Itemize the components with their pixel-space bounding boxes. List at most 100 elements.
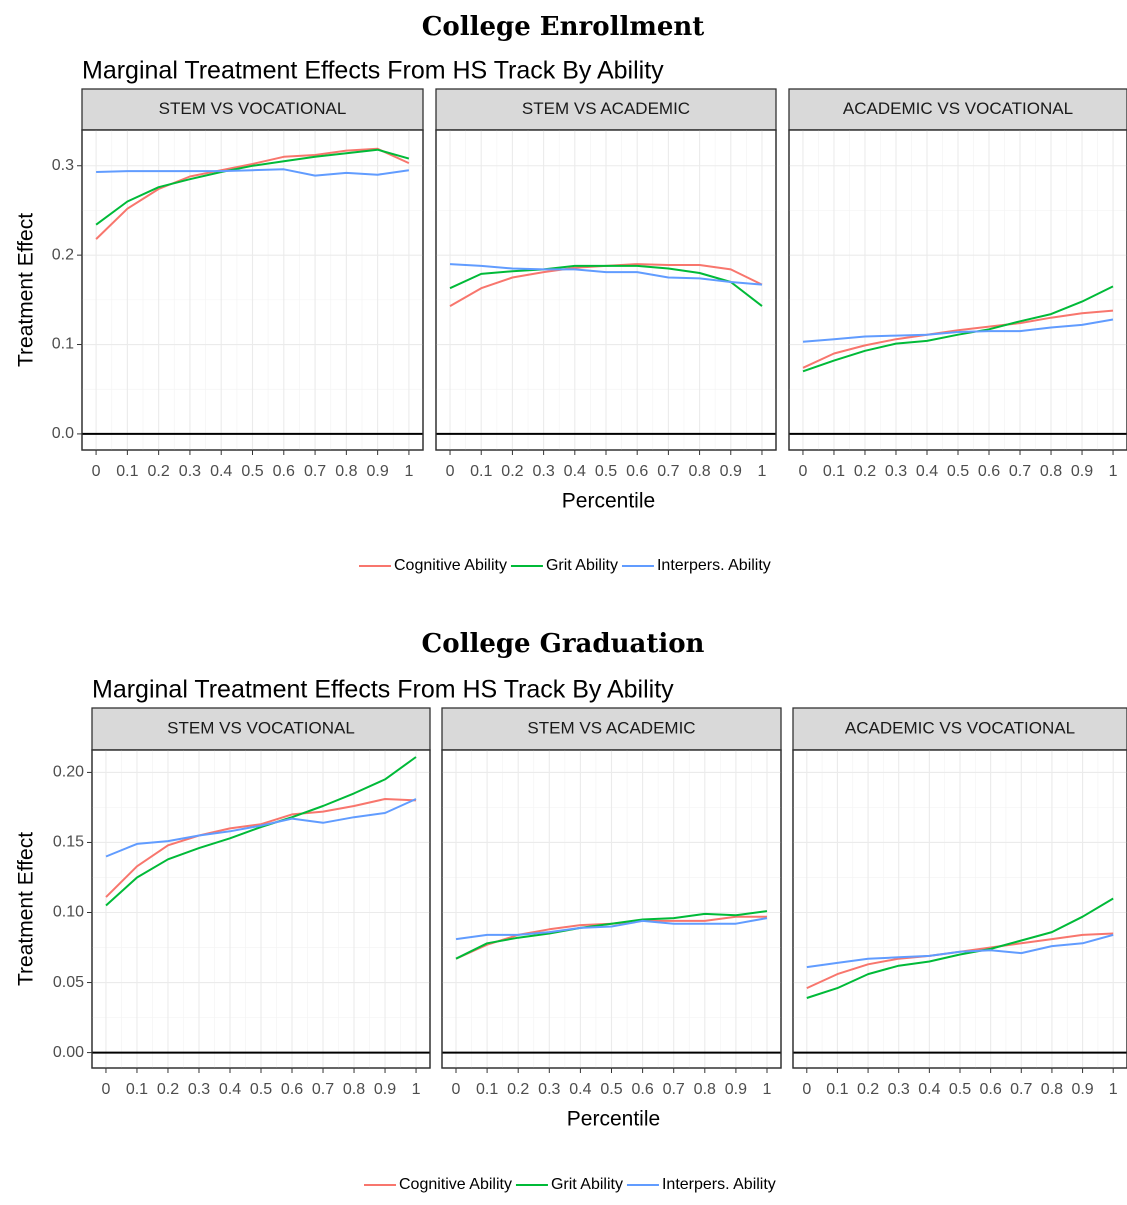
legend-label: Grit Ability	[546, 557, 618, 574]
chart-enrollment: College Enrollment Marginal Treatment Eff…	[15, 12, 1127, 574]
facet-panel: STEM VS VOCATIONAL 0 0.1 0.2 0.3 0.4 0.5 0.6 0.7…	[53, 707, 431, 1098]
legend-label: Interpers. Ability	[657, 557, 771, 574]
x-tick-label: 0.1	[126, 1081, 148, 1098]
x-tick-label: 1	[412, 1081, 421, 1098]
x-tick-label: 0	[92, 463, 101, 480]
x-tick-label: 0.8	[335, 463, 357, 480]
chart-subtitle: Marginal Treatment Effects From HS Track…	[82, 57, 664, 85]
x-tick-label: 0.7	[663, 1081, 685, 1098]
facet-panel: ACADEMIC VS VOCATIONAL 0 0.1 0.2 0.3 0.4 0.5 0.…	[788, 88, 1127, 480]
facet-panel: STEM VS ACADEMIC 0 0.1 0.2 0.3 0.4 0.5 0.6 0.7 0.…	[441, 707, 782, 1098]
x-tick-label: 0.6	[980, 1081, 1002, 1098]
facet-label: STEM VS VOCATIONAL	[167, 718, 355, 737]
facet-label: ACADEMIC VS VOCATIONAL	[843, 99, 1073, 118]
x-tick-label: 0.4	[210, 463, 232, 480]
legend-item: Cognitive Ability	[359, 557, 507, 574]
x-tick-label: 0.9	[720, 463, 742, 480]
x-tick-label: 0.2	[148, 463, 170, 480]
series-line-grit-ability	[802, 285, 1114, 373]
legend-label: Grit Ability	[551, 1176, 623, 1193]
chart-title: College Graduation	[422, 629, 705, 659]
x-tick-label: 0.3	[538, 1081, 560, 1098]
x-tick-label: 0.3	[885, 463, 907, 480]
facet-label: STEM VS VOCATIONAL	[159, 99, 347, 118]
legend-item: Cognitive Ability	[364, 1176, 512, 1193]
x-tick-label: 0.7	[1009, 463, 1031, 480]
x-tick-label: 0.1	[823, 463, 845, 480]
series-line-interpers-ability	[96, 168, 410, 177]
x-tick-label: 0.9	[374, 1081, 396, 1098]
facet-strip	[792, 707, 1127, 751]
x-tick-label: 0.2	[854, 463, 876, 480]
x-tick-label: 0.4	[916, 463, 938, 480]
x-tick-label: 0.5	[600, 1081, 622, 1098]
x-tick-label: 0.2	[857, 1081, 879, 1098]
x-tick-label: 0.1	[116, 463, 138, 480]
series-line-grit-ability	[105, 756, 417, 907]
x-tick-label: 0.7	[312, 1081, 334, 1098]
y-axis-title: Treatment Effect	[15, 213, 38, 367]
x-tick-label: 0.5	[241, 463, 263, 480]
x-tick-label: 0	[102, 1081, 111, 1098]
x-axis-title: Percentile	[567, 1108, 660, 1131]
legend: Cognitive Ability Grit Ability Interpers. …	[364, 1176, 776, 1193]
x-tick-label: 0.8	[1041, 1081, 1063, 1098]
x-tick-label: 0.4	[918, 1081, 940, 1098]
legend-item: Interpers. Ability	[626, 1176, 776, 1193]
facet-strip	[435, 88, 777, 131]
x-tick-label: 1	[763, 1081, 772, 1098]
x-tick-label: 0	[802, 1081, 811, 1098]
y-tick-label: 0.3	[52, 157, 74, 174]
x-tick-label: 0.8	[694, 1081, 716, 1098]
x-tick-label: 0.9	[1071, 1081, 1093, 1098]
legend-item: Grit Ability	[510, 557, 618, 574]
x-tick-label: 0.5	[595, 463, 617, 480]
x-tick-label: 0.2	[501, 463, 523, 480]
x-tick-label: 0.6	[978, 463, 1000, 480]
y-tick-label: 0.10	[53, 904, 84, 921]
y-tick-label: 0.00	[53, 1044, 84, 1061]
x-tick-label: 0.2	[507, 1081, 529, 1098]
chart-title: College Enrollment	[422, 12, 705, 42]
facet-label: STEM VS ACADEMIC	[522, 99, 690, 118]
series-line-interpers-ability	[455, 917, 768, 941]
facet-panel: STEM VS ACADEMIC 0 0.1 0.2 0.3 0.4 0.5 0.6 0.7 0.…	[435, 88, 777, 480]
x-tick-label: 0.6	[273, 463, 295, 480]
legend-item: Interpers. Ability	[621, 557, 771, 574]
series-line-interpers-ability	[449, 263, 763, 286]
series-line-interpers-ability	[802, 318, 1114, 343]
x-tick-label: 1	[1109, 463, 1118, 480]
x-axis-title: Percentile	[562, 490, 655, 513]
series-line-grit-ability	[455, 910, 768, 960]
x-tick-label: 0.6	[631, 1081, 653, 1098]
x-tick-label: 0.3	[888, 1081, 910, 1098]
x-tick-label: 1	[758, 463, 767, 480]
series-line-cognitive-ability	[105, 798, 417, 898]
x-tick-label: 0	[452, 1081, 461, 1098]
chart-graduation: College Graduation Marginal Treatment Eff…	[15, 629, 1127, 1193]
y-tick-label: 0.1	[52, 336, 74, 353]
facet-strip	[81, 88, 424, 131]
x-tick-label: 0.7	[304, 463, 326, 480]
x-tick-label: 0.8	[343, 1081, 365, 1098]
facet-panel: ACADEMIC VS VOCATIONAL 0 0.1 0.2 0.3 0.4 0.5 0.…	[792, 707, 1127, 1098]
facet-strip	[788, 88, 1127, 131]
series-line-interpers-ability	[806, 933, 1114, 969]
x-tick-label: 1	[1109, 1081, 1118, 1098]
legend: Cognitive Ability Grit Ability Interpers. …	[359, 557, 771, 574]
facet-strip	[441, 707, 782, 751]
x-tick-label: 0.5	[947, 463, 969, 480]
series-line-interpers-ability	[105, 798, 417, 858]
x-tick-label: 0.9	[725, 1081, 747, 1098]
x-tick-label: 0.7	[1010, 1081, 1032, 1098]
series-line-grit-ability	[95, 148, 410, 226]
x-tick-label: 0.7	[657, 463, 679, 480]
x-tick-label: 0.9	[1071, 463, 1093, 480]
x-tick-label: 1	[404, 463, 413, 480]
y-tick-label: 0.0	[52, 425, 74, 442]
series-line-cognitive-ability	[95, 147, 410, 240]
chart-subtitle: Marginal Treatment Effects From HS Track…	[92, 676, 674, 704]
facet-label: ACADEMIC VS VOCATIONAL	[845, 718, 1075, 737]
